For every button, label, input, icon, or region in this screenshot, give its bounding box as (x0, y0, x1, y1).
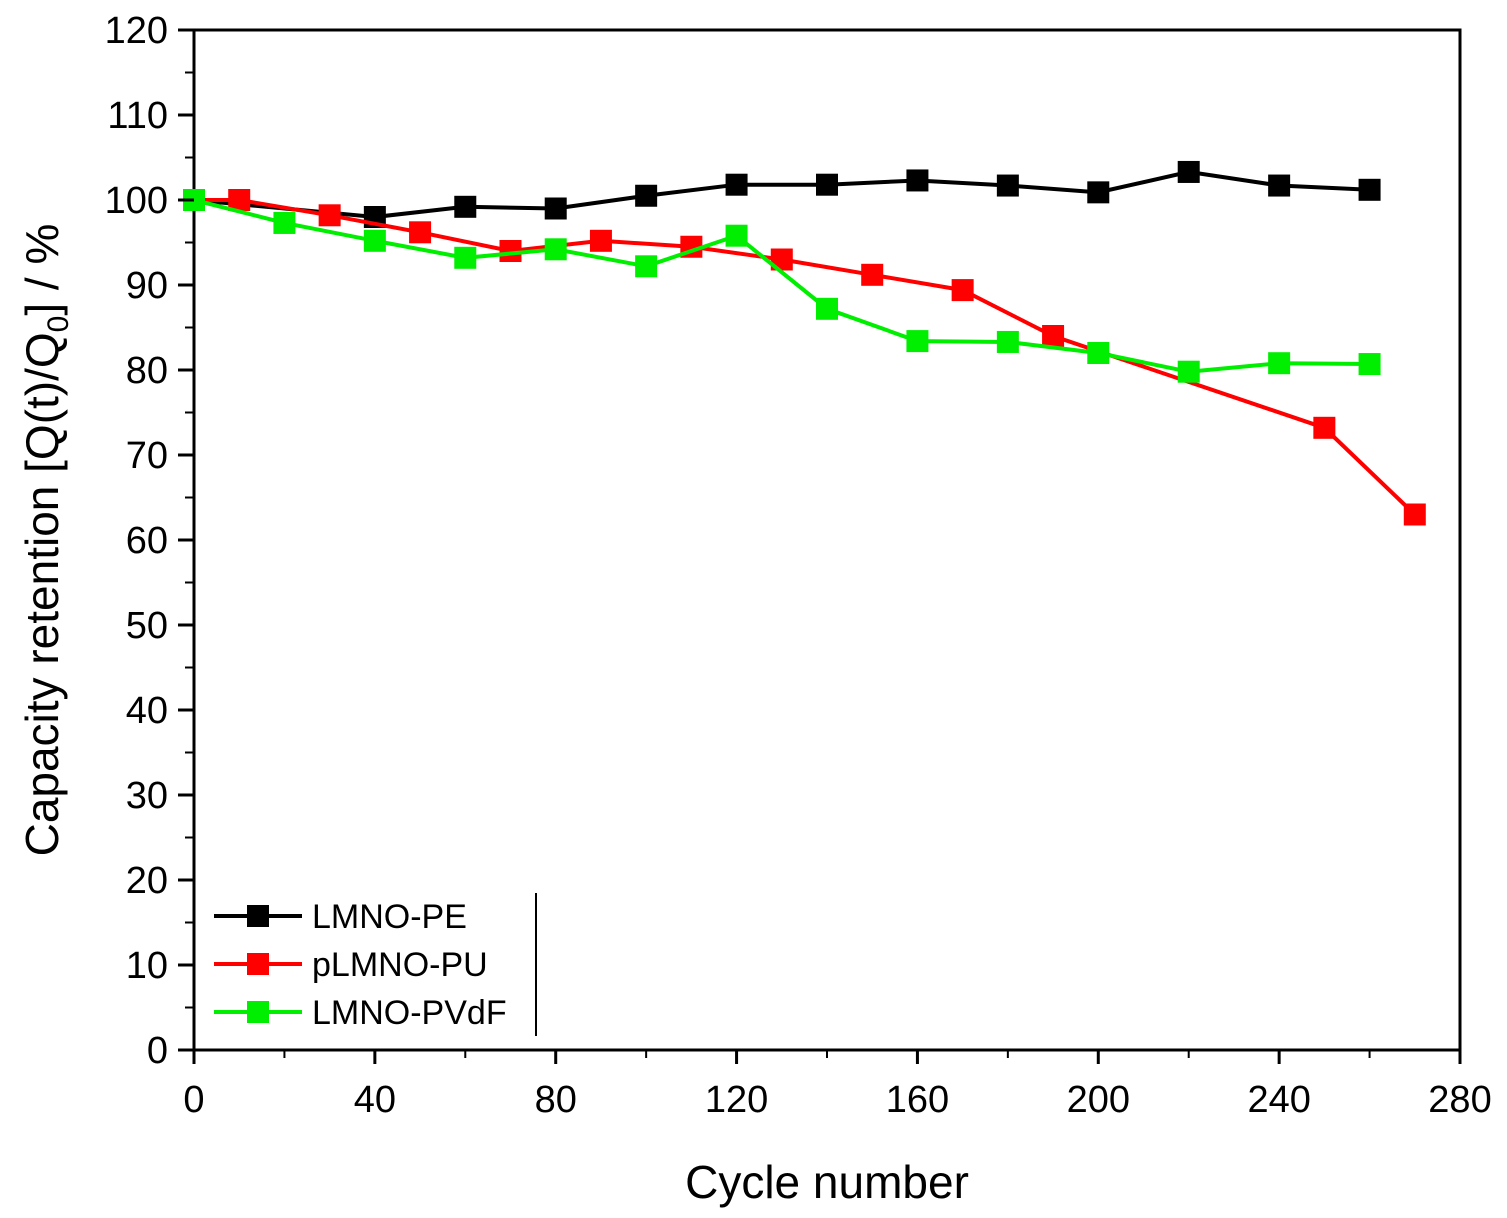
data-point (1087, 342, 1110, 364)
data-point (861, 263, 884, 286)
data-point (1268, 174, 1291, 197)
x-tick-label: 120 (705, 1079, 768, 1121)
data-point (996, 174, 1019, 197)
data-point (1087, 181, 1110, 204)
data-point (409, 221, 432, 244)
data-point (816, 297, 838, 320)
data-point (996, 330, 1019, 353)
data-point (1358, 178, 1381, 201)
series-LMNO-PE (183, 160, 1381, 228)
data-point (1177, 360, 1200, 383)
data-point (1358, 353, 1381, 376)
data-point (589, 229, 612, 252)
y-axis-title-main: Capacity retention [Q(t)/Q (16, 332, 68, 856)
data-point (635, 184, 658, 207)
data-point (363, 229, 386, 252)
data-point (1403, 503, 1426, 526)
y-tick-label: 80 (126, 350, 168, 392)
data-point (544, 238, 567, 261)
data-point (1313, 416, 1336, 439)
y-tick-label: 50 (126, 605, 168, 647)
y-tick-label: 30 (126, 775, 168, 817)
legend-label: pLMNO-PU (312, 946, 488, 984)
x-tick-label: 280 (1428, 1079, 1491, 1121)
legend-marker (247, 905, 269, 927)
data-point (906, 330, 929, 353)
data-point (544, 197, 567, 220)
x-tick-label: 200 (1067, 1079, 1130, 1121)
y-tick-label: 40 (126, 690, 168, 732)
data-point (454, 195, 477, 218)
data-point (228, 189, 251, 211)
data-point (273, 211, 296, 234)
y-tick-label: 120 (105, 10, 168, 52)
legend-entry: LMNO-PVdF (214, 994, 507, 1032)
y-tick-label: 90 (126, 265, 168, 307)
legend: LMNO-PE pLMNO-PU LMNO-PVdF (214, 893, 537, 1036)
legend-marker (247, 1001, 269, 1023)
x-tick-label: 240 (1247, 1079, 1310, 1121)
y-tick-label: 70 (126, 435, 168, 477)
data-point (1042, 325, 1065, 347)
legend-marker (247, 953, 269, 975)
y-axis-title-tail: ] / % (16, 224, 68, 316)
data-point (951, 279, 974, 302)
data-point (725, 173, 748, 196)
y-tick-label: 60 (126, 520, 168, 562)
series-line (193, 198, 1370, 374)
data-point (1268, 352, 1291, 375)
axis-layer: 0 40 80 120 160 200 240 280 0 10 20 30 40 50 60 70 80 90 1… (105, 10, 1492, 1121)
legend-label: LMNO-PVdF (312, 994, 507, 1032)
y-axis-title: Capacity retention [Q(t)/Q0] / % (16, 224, 75, 857)
data-point (906, 169, 929, 192)
data-point (816, 173, 838, 196)
y-tick-label: 100 (105, 180, 168, 222)
legend-entry: LMNO-PE (214, 898, 467, 936)
legend-entry: pLMNO-PU (214, 946, 488, 984)
y-tick-label: 110 (107, 95, 168, 137)
x-tick-label: 80 (535, 1079, 577, 1121)
data-point (454, 246, 477, 269)
data-point (1177, 160, 1200, 183)
y-tick-label: 10 (126, 945, 168, 987)
x-tick-label: 40 (354, 1079, 396, 1121)
series-layer (183, 160, 1426, 526)
legend-label: LMNO-PE (312, 898, 467, 936)
data-point (499, 240, 522, 262)
data-point (635, 255, 658, 278)
data-point (318, 204, 341, 227)
series-LMNO-PVdF (183, 189, 1381, 383)
y-axis-title-subscript: 0 (42, 316, 75, 333)
data-point (725, 224, 748, 247)
y-tick-label: 20 (126, 860, 168, 902)
x-tick-label: 0 (183, 1079, 204, 1121)
x-tick-label: 160 (886, 1079, 949, 1121)
y-tick-label: 0 (147, 1030, 168, 1072)
data-point (770, 248, 793, 271)
x-axis-title: Cycle number (685, 1156, 969, 1208)
